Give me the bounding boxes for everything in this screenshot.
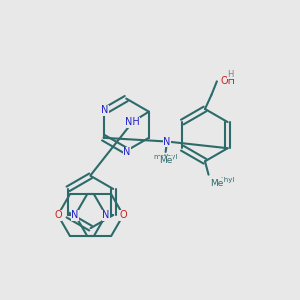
Text: OH: OH xyxy=(220,76,236,86)
Text: N: N xyxy=(101,106,108,116)
Text: O: O xyxy=(54,210,62,220)
Text: O: O xyxy=(119,210,127,220)
Text: methyl: methyl xyxy=(153,154,178,160)
Text: Me: Me xyxy=(210,178,224,188)
Text: N: N xyxy=(164,136,171,146)
Text: H: H xyxy=(227,70,233,79)
Text: methyl: methyl xyxy=(210,177,235,183)
Text: N: N xyxy=(102,210,110,220)
Text: Me: Me xyxy=(160,156,173,165)
Text: NH: NH xyxy=(125,117,140,127)
Text: N: N xyxy=(123,147,131,157)
Text: N: N xyxy=(71,210,79,220)
